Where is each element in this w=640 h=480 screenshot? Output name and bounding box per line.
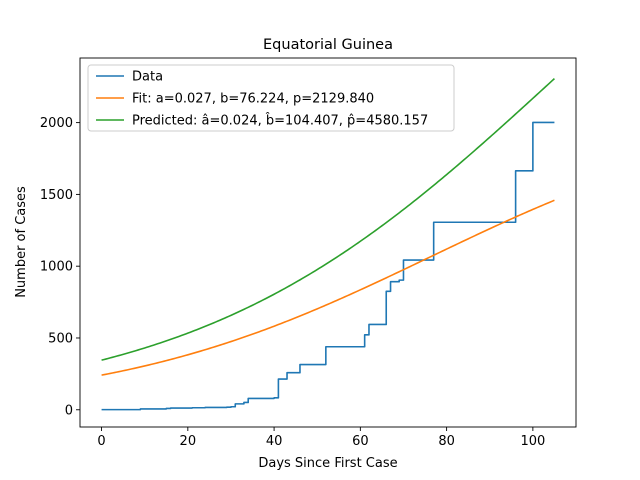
y-tick-label: 0: [65, 403, 73, 418]
series-line-0: [101, 121, 555, 411]
y-tick-label: 1000: [40, 260, 73, 275]
legend-label-0: Data: [132, 70, 163, 85]
y-tick-label: 500: [48, 331, 73, 346]
y-tick-label: 1500: [40, 188, 73, 203]
x-tick-label: 100: [520, 434, 545, 449]
y-tick-label: 2000: [40, 116, 73, 131]
series-line-2: [101, 78, 555, 361]
x-tick-label: 0: [97, 434, 105, 449]
x-axis-label: Days Since First Case: [258, 456, 397, 471]
legend-label-2: Predicted: â=0.024, b̂=104.407, p̂=4580.…: [132, 113, 428, 128]
chart-title: Equatorial Guinea: [263, 37, 393, 53]
x-tick-label: 80: [438, 434, 455, 449]
x-tick-label: 20: [180, 434, 197, 449]
legend-box: [87, 64, 455, 132]
y-axis-label: Number of Cases: [14, 186, 29, 298]
x-tick-label: 60: [352, 434, 369, 449]
legend: Data Fit: a=0.027, b=76.224, p=2129.840 Pr…: [87, 64, 455, 132]
x-tick-label: 40: [266, 434, 283, 449]
legend-label-1: Fit: a=0.027, b=76.224, p=2129.840: [132, 92, 374, 107]
series-line-1: [101, 199, 555, 376]
plot-frame: [79, 57, 577, 428]
plot-area: [101, 78, 555, 411]
